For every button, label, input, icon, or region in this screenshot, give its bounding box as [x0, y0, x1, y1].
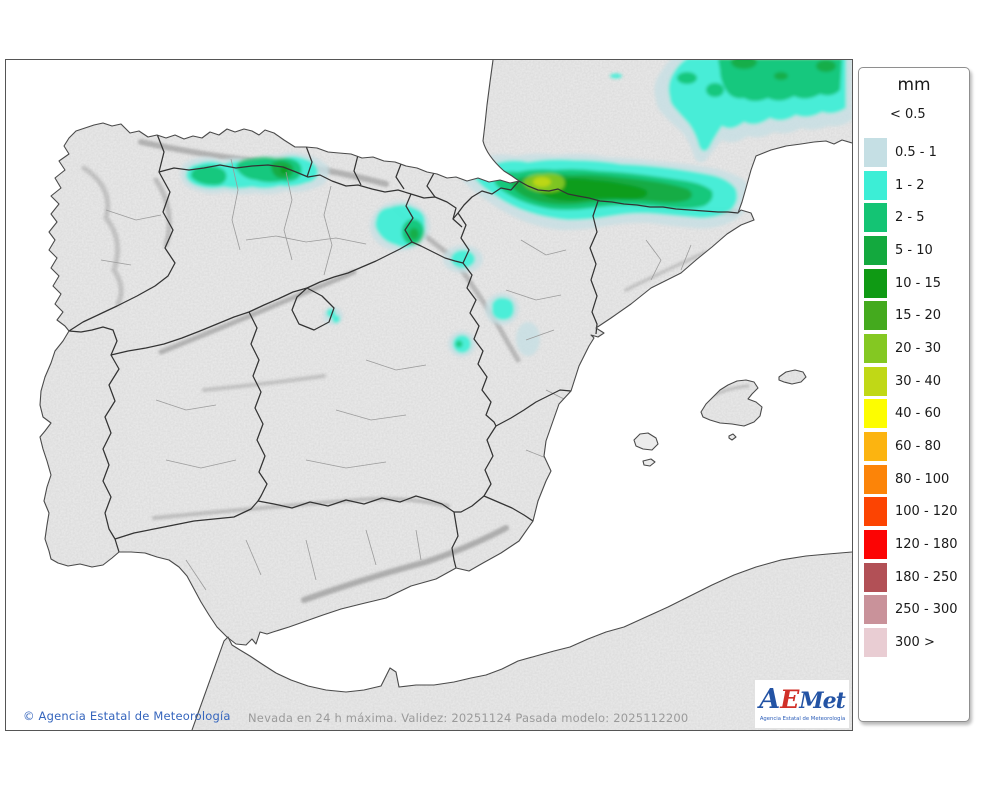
legend-label: 250 - 300: [895, 602, 958, 618]
precip-demanda-dark: [409, 228, 419, 240]
precip-serrania-green: [455, 340, 463, 348]
legend-swatch: [864, 333, 887, 363]
border-sistema-central: [110, 241, 413, 356]
border-galicia: [68, 133, 176, 332]
legend-label-lt-05: < 0.5: [890, 106, 926, 122]
legend-label: 180 - 250: [895, 569, 958, 585]
legend-label: 120 - 180: [895, 537, 958, 553]
legend-swatch: [864, 203, 887, 233]
legend-row: 300 >: [859, 626, 969, 659]
legend-swatch: [864, 137, 887, 167]
legend-swatch: [864, 497, 887, 527]
logo-letter-a: A: [759, 684, 781, 715]
legend-swatch: [864, 366, 887, 396]
legend-label: 10 - 15: [895, 275, 942, 291]
logo-letters-met: Met: [799, 688, 846, 714]
map-frame: © Agencia Estatal de Meteorología Nevada…: [5, 59, 853, 731]
legend-label: 80 - 100: [895, 471, 950, 487]
border-aragon-west: [457, 212, 497, 427]
aemet-logo: AEMet Agencia Estatal de Meteorología: [754, 679, 850, 729]
legend-title: mm: [897, 75, 931, 95]
border-portugal: [68, 326, 120, 553]
legend-row: 40 - 60: [859, 398, 969, 431]
border-aragon-catalonia: [589, 200, 599, 335]
precip-cuenca-cyan: [492, 297, 514, 320]
legend-label: 100 - 120: [895, 504, 958, 520]
map-caption: Nevada en 24 h máxima. Validez: 20251124…: [248, 711, 689, 725]
legend-swatch: [864, 530, 887, 560]
region-borders: [68, 133, 739, 569]
legend-swatch: [864, 268, 887, 298]
precip-small-cyan-2: [332, 315, 340, 323]
legend-row: 180 - 250: [859, 561, 969, 594]
legend-swatch: [864, 235, 887, 265]
legend-row: 2 - 5: [859, 201, 969, 234]
precip-france-cyan-dash: [610, 73, 622, 79]
legend-row: 250 - 300: [859, 594, 969, 627]
legend-row: 0.5 - 1: [859, 136, 969, 169]
copyright-text: © Agencia Estatal de Meteorología: [23, 709, 231, 723]
precip-france-dark-2: [774, 72, 788, 80]
precip-france-green-spot-2: [677, 72, 697, 84]
legend-row: 80 - 100: [859, 463, 969, 496]
legend-swatch: [864, 595, 887, 625]
legend-label: 40 - 60: [895, 406, 942, 422]
aemet-logo-word: AEMet: [759, 684, 846, 715]
legend-row: 5 - 10: [859, 234, 969, 267]
legend-swatch: [864, 432, 887, 462]
legend-row: 100 - 120: [859, 496, 969, 529]
legend-label: 300 >: [895, 635, 935, 651]
legend-swatch: [864, 562, 887, 592]
legend-rows: 0.5 - 1 1 - 2 2 - 5 5 - 10 10 - 15: [859, 136, 969, 659]
legend-swatch: [864, 399, 887, 429]
legend-swatch: [864, 628, 887, 658]
border-madrid: [291, 287, 335, 331]
iberia-snowfall-map: [6, 60, 852, 730]
coastlines: [39, 60, 852, 730]
legend-row: 20 - 30: [859, 332, 969, 365]
island-ibiza: [634, 433, 658, 450]
legend-label: 60 - 80: [895, 439, 942, 455]
precip-france-dark-1: [731, 60, 757, 69]
precip-moncayo-cyan: [451, 250, 475, 268]
border-pyrenees: [518, 180, 739, 214]
legend-swatch: [864, 301, 887, 331]
precip-france-dark-3: [816, 60, 836, 72]
legend-label: 20 - 30: [895, 340, 942, 356]
legend-swatch: [864, 464, 887, 494]
logo-letter-e: E: [780, 685, 800, 714]
precip-france-green-spot-1: [706, 83, 724, 97]
legend-row: 15 - 20: [859, 299, 969, 332]
legend-row-lt-05: < 0.5: [859, 105, 969, 123]
precipitation-layer: [180, 60, 852, 357]
border-cantabrian-crest: [158, 164, 463, 228]
aemet-logo-subtitle: Agencia Estatal de Meteorología: [759, 715, 845, 722]
legend-panel: mm < 0.5 0.5 - 1 1 - 2 2 - 5 5 - 10: [858, 67, 970, 722]
legend-label: 30 - 40: [895, 373, 942, 389]
legend-row: 1 - 2: [859, 169, 969, 202]
legend-label: 5 - 10: [895, 242, 933, 258]
legend-label: 0.5 - 1: [895, 144, 937, 160]
border-extremadura: [248, 311, 268, 502]
legend-row: 30 - 40: [859, 365, 969, 398]
legend-row: 120 - 180: [859, 528, 969, 561]
precip-pyrenees-30-40: [533, 177, 551, 187]
legend-swatch: [864, 170, 887, 200]
province-borders: [100, 158, 692, 591]
legend-label: 15 - 20: [895, 308, 942, 324]
precip-cantabrian-green-west: [190, 165, 227, 186]
legend-label: 2 - 5: [895, 210, 925, 226]
legend-label: 1 - 2: [895, 177, 925, 193]
legend-row: 60 - 80: [859, 430, 969, 463]
border-valencia: [483, 425, 534, 522]
legend-row: 10 - 15: [859, 267, 969, 300]
